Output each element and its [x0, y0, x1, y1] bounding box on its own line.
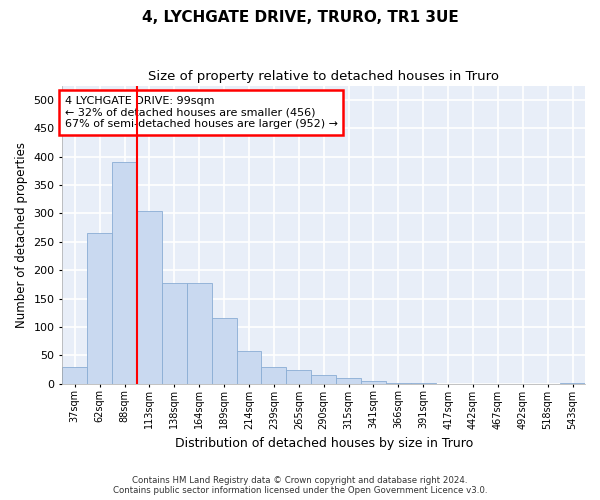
Bar: [336, 378, 361, 384]
Text: Contains HM Land Registry data © Crown copyright and database right 2024.
Contai: Contains HM Land Registry data © Crown c…: [113, 476, 487, 495]
Bar: [236, 351, 262, 384]
Text: 4, LYCHGATE DRIVE, TRURO, TR1 3UE: 4, LYCHGATE DRIVE, TRURO, TR1 3UE: [142, 10, 458, 25]
Bar: [137, 210, 162, 384]
Bar: [386, 382, 411, 384]
X-axis label: Distribution of detached houses by size in Truro: Distribution of detached houses by size …: [175, 437, 473, 450]
Bar: [87, 233, 112, 384]
Bar: [560, 382, 585, 384]
Bar: [62, 366, 87, 384]
Title: Size of property relative to detached houses in Truro: Size of property relative to detached ho…: [148, 70, 499, 83]
Bar: [187, 282, 212, 384]
Bar: [311, 375, 336, 384]
Bar: [162, 282, 187, 384]
Bar: [112, 162, 137, 384]
Bar: [361, 381, 386, 384]
Y-axis label: Number of detached properties: Number of detached properties: [15, 142, 28, 328]
Text: 4 LYCHGATE DRIVE: 99sqm
← 32% of detached houses are smaller (456)
67% of semi-d: 4 LYCHGATE DRIVE: 99sqm ← 32% of detache…: [65, 96, 338, 129]
Bar: [286, 370, 311, 384]
Bar: [212, 318, 236, 384]
Bar: [411, 383, 436, 384]
Bar: [262, 366, 286, 384]
